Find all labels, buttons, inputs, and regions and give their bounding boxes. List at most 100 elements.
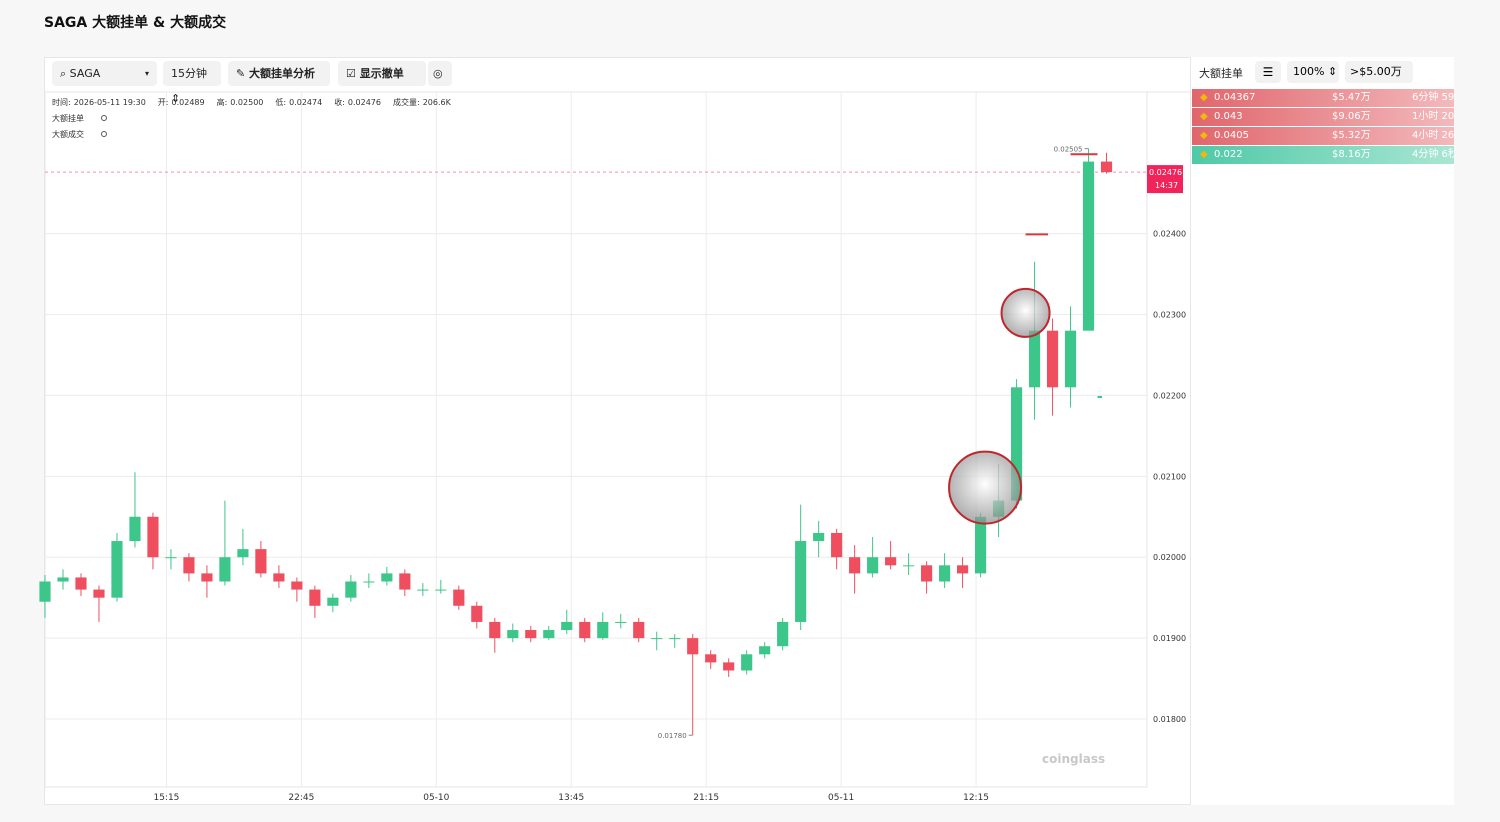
candle-body: [453, 589, 465, 606]
orderbook-time: 1小时 20分钟: [1412, 111, 1454, 122]
layer-label: 大额成交: [52, 129, 84, 139]
countdown: 14:37: [1155, 181, 1178, 190]
info-label: 成交量:: [393, 97, 420, 107]
candle-body: [165, 557, 177, 559]
orderbook-title: 大额挂单: [1199, 67, 1243, 80]
candle-body: [957, 565, 969, 574]
orderbook-price: 0.04367: [1214, 92, 1256, 103]
x-tick-label: 05-11: [828, 793, 854, 803]
candle-body: [723, 662, 735, 671]
candle-body: [687, 638, 699, 655]
orderbook-amount: $5.32万: [1332, 130, 1371, 141]
candle-body: [1010, 387, 1023, 501]
zoom: 100%: [1293, 65, 1325, 78]
info-value: 2026-05-11 19:30: [74, 98, 146, 107]
layer-eye[interactable]: [101, 115, 107, 121]
candle-body: [525, 630, 537, 639]
candle-body: [237, 549, 249, 558]
candle-body: [201, 573, 213, 582]
y-tick-label: 0.01800: [1153, 715, 1186, 724]
symbol-select[interactable]: ⌕ SAGA ▾: [52, 61, 157, 86]
orderbook-time: 4小时 26分钟: [1412, 130, 1454, 141]
exchange-icon: ◆: [1200, 111, 1208, 122]
candle-body: [903, 565, 915, 567]
candle-body: [417, 589, 429, 591]
orderbook-amount: $5.47万: [1332, 92, 1371, 103]
orderbook-time: 4分钟 6秒: [1412, 149, 1454, 160]
candle-body: [363, 581, 375, 583]
candle-body: [974, 516, 987, 574]
candle-body: [471, 605, 483, 622]
candle-body: [705, 654, 717, 663]
show-cancel-toggle[interactable]: ☑ 显示撤单: [338, 61, 426, 86]
candle-body: [327, 597, 339, 606]
candle-body: [921, 565, 933, 582]
large-trade-bubble: [1000, 287, 1051, 338]
candle-body: [381, 573, 393, 582]
candle-body: [399, 573, 411, 590]
layer-eye[interactable]: [101, 131, 107, 137]
candle-body: [435, 589, 447, 591]
candle-body: [219, 557, 231, 582]
candle-body: [561, 621, 573, 631]
candle-body: [57, 577, 69, 582]
candle-body: [849, 557, 861, 574]
symbol: SAGA: [69, 67, 101, 80]
x-tick-label: 15:15: [153, 793, 179, 803]
info-value: 0.02474: [289, 98, 322, 107]
candle-body: [597, 621, 609, 639]
candle-body: [255, 549, 267, 574]
settings-button[interactable]: ◎: [428, 61, 452, 86]
info-label: 时间:: [52, 97, 71, 107]
info-value: 0.02500: [230, 98, 263, 107]
filter-icon[interactable]: ☰: [1255, 61, 1281, 83]
candle-body: [669, 638, 681, 640]
candle-body: [291, 581, 303, 590]
candle-body: [507, 630, 519, 639]
candle-body: [543, 630, 555, 639]
show-cancel-label: 显示撤单: [359, 67, 404, 80]
x-tick-label: 05-10: [423, 793, 449, 803]
y-tick-label: 0.01900: [1153, 634, 1186, 643]
y-tick-label: 0.02400: [1153, 230, 1186, 239]
candle-body: [183, 557, 195, 574]
analysis-button[interactable]: ✎ 大额挂单分析: [228, 61, 330, 86]
info-label: 高:: [217, 97, 228, 107]
interval: 15分钟: [171, 67, 207, 80]
x-tick-label: 13:45: [558, 793, 584, 803]
orderbook-time: 6分钟 59秒: [1412, 92, 1454, 103]
orderbook-price: 0.043: [1214, 111, 1243, 122]
info-label: 开:: [158, 98, 169, 107]
candle-body: [147, 516, 159, 558]
candle-body: [885, 557, 897, 566]
orderbook-row[interactable]: 0.04367 $5.47万 6分钟 59秒 ◆: [1192, 89, 1454, 107]
candle-body: [309, 589, 321, 606]
last-price-tag: [1147, 165, 1183, 194]
candle-body: [615, 621, 627, 623]
candle-body: [1028, 330, 1041, 388]
extreme-label: 0.01780: [658, 732, 687, 740]
candle-body: [489, 621, 501, 639]
candle-body: [1064, 330, 1077, 388]
zoom-select[interactable]: 100% ⇕: [1287, 61, 1339, 83]
orderbook-price: 0.0405: [1214, 130, 1249, 141]
candle-body: [795, 541, 807, 622]
orderbook-row[interactable]: 0.022 $8.16万 4分钟 6秒 ◆: [1192, 146, 1454, 164]
candle-body: [1100, 161, 1113, 173]
orderbook-row[interactable]: 0.043 $9.06万 1小时 20分钟 ◆: [1192, 108, 1454, 126]
candle-body: [273, 573, 285, 582]
orderbook-row[interactable]: 0.0405 $5.32万 4小时 26分钟 ◆: [1192, 127, 1454, 145]
last-price-label: 0.02476: [1149, 168, 1182, 177]
candle-body: [129, 516, 141, 542]
y-tick-label: 0.02300: [1153, 310, 1186, 319]
candle-body: [39, 581, 51, 602]
exchange-icon: ◆: [1200, 130, 1208, 141]
interval-select[interactable]: 15分钟 ⇕: [163, 61, 221, 105]
x-tick-label: 21:15: [693, 793, 719, 803]
info-label: 收:: [334, 97, 345, 107]
candle-body: [831, 532, 843, 558]
x-tick-label: 22:45: [288, 793, 314, 803]
analysis-label: 大额挂单分析: [249, 67, 316, 80]
candle-body: [813, 532, 825, 542]
